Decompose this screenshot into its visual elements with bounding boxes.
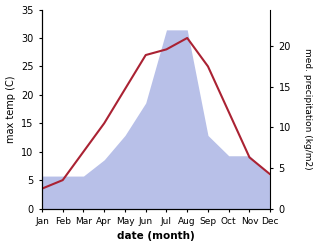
Y-axis label: med. precipitation (kg/m2): med. precipitation (kg/m2) [303, 48, 313, 170]
X-axis label: date (month): date (month) [117, 231, 195, 242]
Y-axis label: max temp (C): max temp (C) [5, 75, 16, 143]
